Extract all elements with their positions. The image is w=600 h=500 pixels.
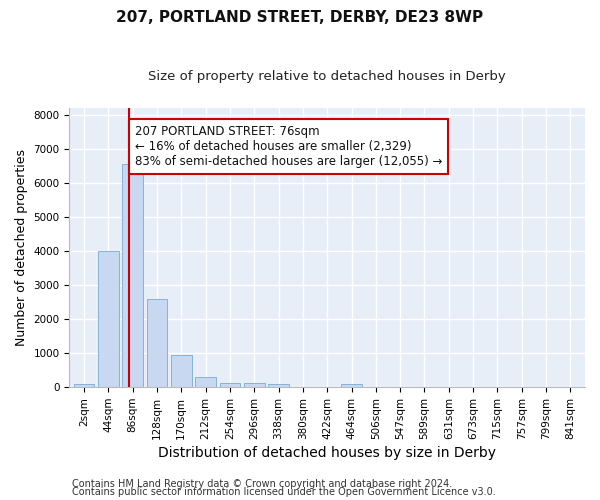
- Text: Contains public sector information licensed under the Open Government Licence v3: Contains public sector information licen…: [72, 487, 496, 497]
- X-axis label: Distribution of detached houses by size in Derby: Distribution of detached houses by size …: [158, 446, 496, 460]
- Bar: [268, 384, 289, 387]
- Bar: [220, 383, 240, 387]
- Bar: [195, 376, 216, 387]
- Title: Size of property relative to detached houses in Derby: Size of property relative to detached ho…: [148, 70, 506, 83]
- Y-axis label: Number of detached properties: Number of detached properties: [15, 149, 28, 346]
- Bar: [146, 298, 167, 387]
- Text: Contains HM Land Registry data © Crown copyright and database right 2024.: Contains HM Land Registry data © Crown c…: [72, 479, 452, 489]
- Bar: [341, 384, 362, 387]
- Bar: [171, 355, 191, 387]
- Bar: [74, 384, 94, 387]
- Bar: [122, 164, 143, 387]
- Bar: [98, 251, 119, 387]
- Text: 207, PORTLAND STREET, DERBY, DE23 8WP: 207, PORTLAND STREET, DERBY, DE23 8WP: [116, 10, 484, 25]
- Bar: [244, 384, 265, 387]
- Text: 207 PORTLAND STREET: 76sqm
← 16% of detached houses are smaller (2,329)
83% of s: 207 PORTLAND STREET: 76sqm ← 16% of deta…: [135, 125, 442, 168]
